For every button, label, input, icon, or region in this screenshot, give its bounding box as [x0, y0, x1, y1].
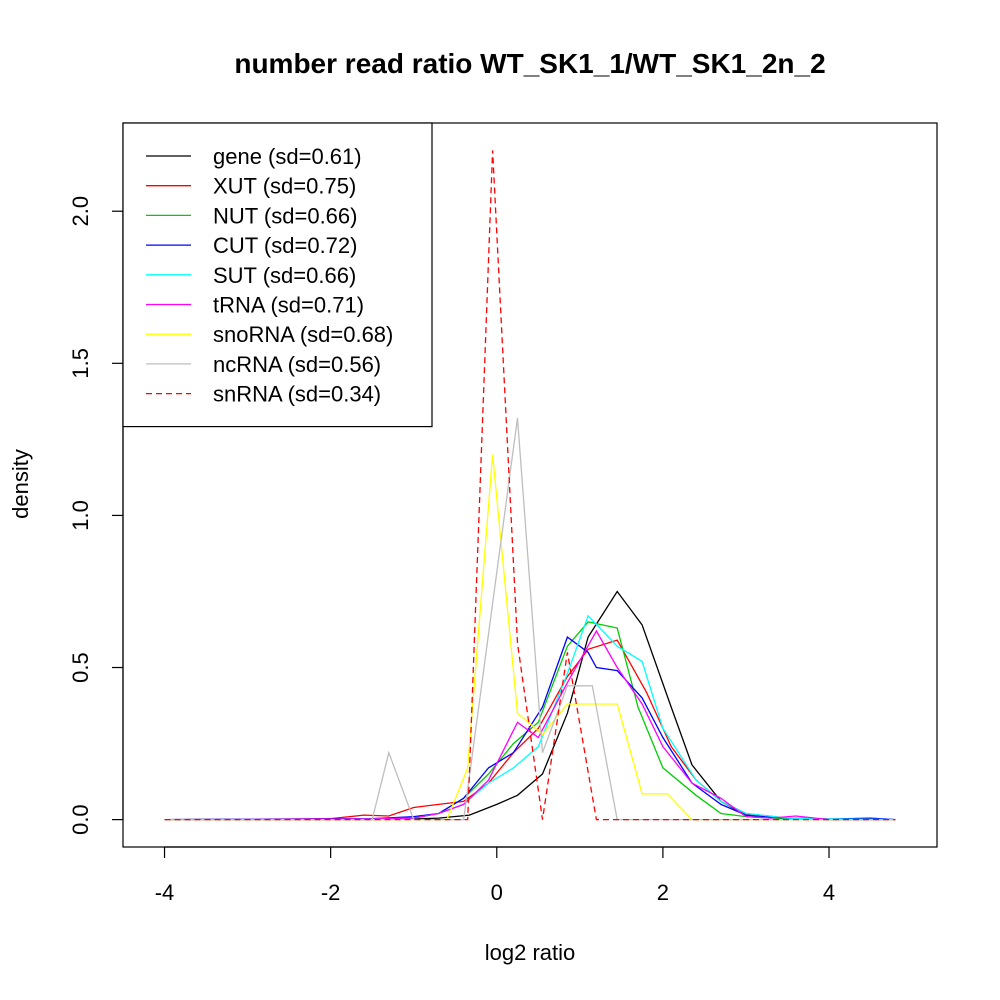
x-tick-label: 0	[491, 880, 503, 905]
legend: gene (sd=0.61) XUT (sd=0.75) NUT (sd=0.66)…	[122, 122, 433, 428]
series-line-5	[164, 629, 896, 821]
series-line-6	[164, 454, 896, 821]
y-axis-label: density	[8, 449, 33, 519]
x-tick-label: 2	[657, 880, 669, 905]
legend-label: NUT (sd=0.66)	[213, 203, 357, 228]
x-tick-label: 4	[823, 880, 835, 905]
x-axis-label: log2 ratio	[485, 940, 576, 965]
series-line-8	[164, 150, 896, 821]
legend-label: CUT (sd=0.72)	[213, 233, 357, 258]
series-line-7	[164, 418, 896, 821]
series-line-0	[164, 590, 896, 821]
legend-label: ncRNA (sd=0.56)	[213, 352, 381, 377]
legend-label: snoRNA (sd=0.68)	[213, 322, 393, 347]
chart-title: number read ratio WT_SK1_1/WT_SK1_2n_2	[234, 48, 825, 79]
y-tick-label: 0.5	[68, 652, 93, 683]
series-layer	[164, 150, 896, 821]
x-tick-label: -2	[321, 880, 341, 905]
y-tick-label: 1.5	[68, 348, 93, 379]
legend-label: SUT (sd=0.66)	[213, 263, 356, 288]
y-tick-label: 0.0	[68, 804, 93, 835]
x-tick-label: -4	[155, 880, 175, 905]
legend-label: snRNA (sd=0.34)	[213, 382, 381, 407]
legend-label: XUT (sd=0.75)	[213, 174, 356, 199]
x-axis: -4 -2 0 2 4	[155, 846, 835, 905]
series-line-2	[164, 621, 896, 821]
legend-label: gene (sd=0.61)	[213, 144, 362, 169]
y-axis: 0.0 0.5 1.0 1.5 2.0	[68, 196, 124, 835]
y-tick-label: 2.0	[68, 196, 93, 227]
y-tick-label: 1.0	[68, 500, 93, 531]
series-line-4	[164, 614, 896, 821]
legend-label: tRNA (sd=0.71)	[213, 293, 364, 318]
